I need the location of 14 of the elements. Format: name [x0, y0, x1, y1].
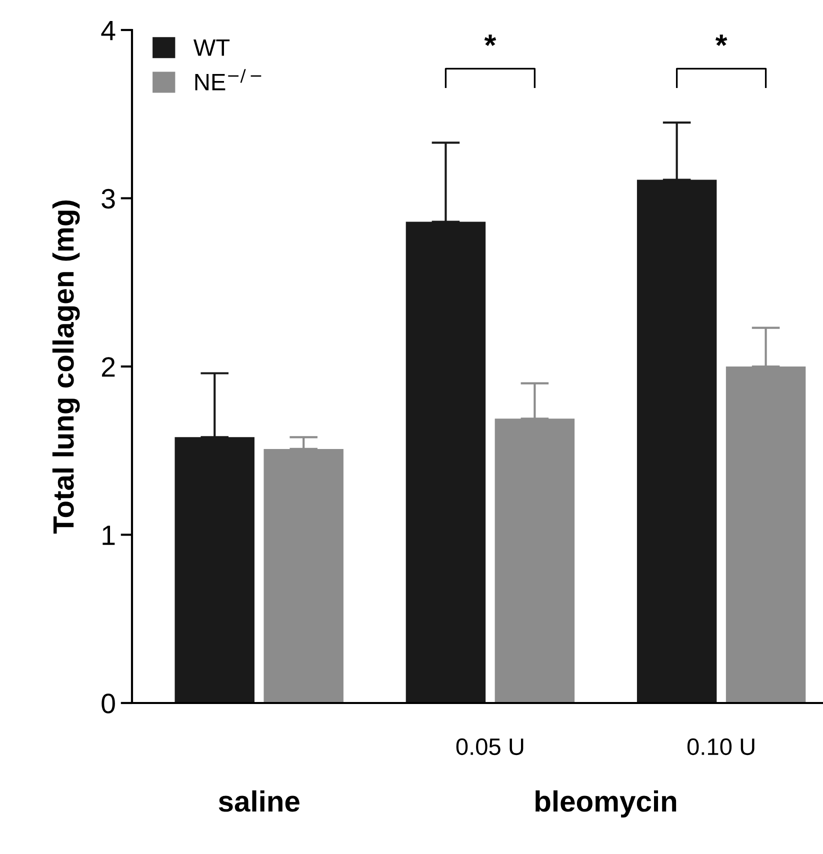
y-tick-label: 0 [102, 694, 115, 714]
x-tick-label: 0.05 U [456, 738, 524, 756]
y-tick-label: 1 [102, 526, 115, 545]
text: bleomycin [536, 790, 676, 818]
legend-label: NE$^{−/−}$ [195, 69, 262, 90]
y-tick-label: 2 [102, 357, 115, 377]
y-axis-title: Total lung collagen (mg) [52, 200, 80, 534]
legend-label: WT [193, 39, 230, 56]
y-tick-label: 4 [101, 20, 116, 40]
x-tick-label: 0.10 U [687, 738, 754, 756]
y-tick-label: 3 [102, 188, 115, 209]
annotation: * [715, 34, 728, 46]
text: saline [218, 790, 300, 812]
annotation: * [484, 34, 496, 46]
